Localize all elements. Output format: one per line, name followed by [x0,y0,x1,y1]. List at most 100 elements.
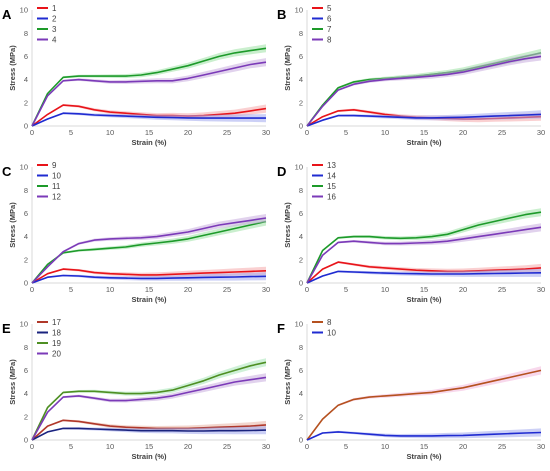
series-line-19 [31,361,267,441]
y-tick-label: 6 [24,209,28,218]
y-tick-label: 8 [299,186,303,195]
x-tick-label: 25 [498,128,506,137]
panel-label: E [2,321,11,336]
x-axis-title: Strain (%) [131,138,167,147]
series-band-4 [32,58,266,126]
series-line-6 [306,113,542,127]
x-tick-label: 10 [381,442,389,451]
x-tick-label: 15 [420,285,428,294]
x-tick-label: 30 [537,128,545,137]
panel-label: C [2,164,12,179]
y-tick-label: 10 [295,163,303,172]
y-tick-label: 0 [24,436,28,445]
x-tick-label: 10 [106,128,114,137]
legend-label-14: 14 [327,172,336,181]
chart-panel-b: B 0 2 4 6 8 10 0 5 10 15 20 25 30 Strain (%) Stress (MP… [277,4,545,147]
x-tick-label: 25 [498,442,506,451]
series-line-3 [31,47,267,127]
legend-label-19: 19 [52,339,61,348]
y-tick-label: 0 [24,279,28,288]
x-tick-label: 25 [223,442,231,451]
x-tick-label: 10 [381,285,389,294]
x-tick-label: 0 [305,442,309,451]
legend-label-11: 11 [52,182,61,191]
x-tick-label: 15 [420,128,428,137]
x-tick-label: 25 [498,285,506,294]
x-axis-title: Strain (%) [131,295,167,304]
x-tick-label: 30 [262,442,270,451]
x-tick-label: 25 [223,128,231,137]
y-tick-label: 8 [24,186,28,195]
y-tick-label: 6 [299,366,303,375]
x-tick-label: 25 [223,285,231,294]
legend-label-16: 16 [327,193,336,202]
chart-panel-c: C 0 2 4 6 8 10 0 5 10 15 20 25 30 Strain (%) Stress (MP… [2,161,270,304]
chart-panel-a: A 0 2 4 6 8 10 0 5 10 15 20 25 30 Strain (%) Stress (MP… [2,4,270,147]
y-tick-label: 6 [24,52,28,61]
x-tick-label: 30 [537,442,545,451]
series-band-10 [32,272,266,283]
legend-label-13: 13 [327,161,336,170]
legend-label-18: 18 [52,329,61,338]
x-tick-label: 0 [30,128,34,137]
series-line-11 [31,220,267,284]
y-tick-label: 0 [24,122,28,131]
series-line-8 [306,55,542,127]
x-axis-title: Strain (%) [131,452,167,461]
series-band-15 [307,208,541,283]
y-tick-label: 0 [299,279,303,288]
series-line-15 [306,211,542,284]
x-tick-label: 20 [459,442,467,451]
x-tick-label: 0 [30,285,34,294]
series-line-4 [31,61,267,127]
y-axis-title: Stress (MPa) [283,45,292,91]
y-tick-label: 8 [24,29,28,38]
series-line-16 [306,226,542,284]
y-tick-label: 10 [295,320,303,329]
legend-label-12: 12 [52,193,61,202]
x-tick-label: 15 [145,128,153,137]
series-line-12 [31,217,267,284]
y-tick-label: 6 [24,366,28,375]
y-tick-label: 2 [299,255,303,264]
series-line-17 [31,419,267,441]
legend-label-6: 6 [327,15,332,24]
series-line-10 [31,274,267,284]
legend-label-8: 8 [327,318,332,327]
legend-label-17: 17 [52,318,61,327]
y-tick-label: 4 [299,389,303,398]
y-tick-label: 10 [20,6,28,15]
y-tick-label: 2 [24,255,28,264]
x-tick-label: 5 [344,128,348,137]
x-tick-label: 0 [30,442,34,451]
x-axis-title: Strain (%) [406,138,442,147]
x-tick-label: 5 [344,285,348,294]
legend-label-15: 15 [327,182,336,191]
chart-panel-e: E 0 2 4 6 8 10 0 5 10 15 20 25 30 Strain (%) Stress (MP… [2,318,270,461]
x-tick-label: 15 [145,285,153,294]
y-tick-label: 0 [299,436,303,445]
y-tick-label: 6 [299,209,303,218]
y-tick-label: 10 [20,163,28,172]
series-line-2 [31,112,266,127]
x-tick-label: 5 [69,442,73,451]
y-tick-label: 4 [299,75,303,84]
y-axis-title: Stress (MPa) [283,359,292,405]
series-band-10 [307,428,541,440]
x-axis-title: Strain (%) [406,452,442,461]
series-band-16 [307,223,541,283]
y-tick-label: 2 [299,412,303,421]
series-band-8 [307,52,541,126]
legend-label-4: 4 [52,36,57,45]
series-line-10 [306,431,542,441]
x-tick-label: 10 [381,128,389,137]
legend-label-5: 5 [327,4,332,13]
x-tick-label: 0 [305,128,309,137]
x-tick-label: 5 [344,442,348,451]
x-tick-label: 20 [459,285,467,294]
y-tick-label: 8 [299,29,303,38]
legend-label-3: 3 [52,25,57,34]
y-tick-label: 4 [24,232,28,241]
series-line-18 [31,427,267,441]
